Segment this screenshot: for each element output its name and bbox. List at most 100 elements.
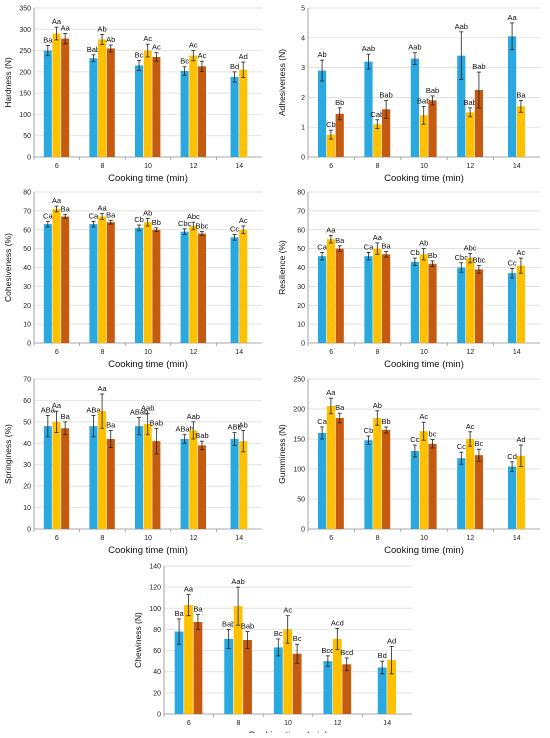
y-tick-label: 250	[293, 377, 305, 384]
data-label: Ab	[98, 24, 107, 33]
bar	[457, 267, 466, 343]
bar	[364, 440, 373, 529]
data-label: bc	[429, 430, 437, 439]
x-tick-label: 6	[329, 349, 333, 356]
x-tick-label: 10	[144, 535, 152, 542]
data-label: Bc	[475, 439, 484, 448]
x-tick-label: 12	[334, 720, 342, 727]
chart-5: 0102030405060706ABaAaBa8ABaAaBa10ABabAab…	[3, 377, 262, 556]
data-label: Ac	[517, 248, 526, 257]
bar	[152, 56, 161, 158]
bar	[474, 89, 484, 157]
chart-3: 010203040506070806CaAaBa8CaAaBa10CbAbBb1…	[3, 190, 262, 370]
bar	[152, 229, 161, 343]
data-label: Ba	[43, 35, 53, 44]
data-label: Bbc	[195, 222, 208, 231]
data-label: Bd	[230, 62, 239, 71]
data-label: Ba	[61, 412, 71, 421]
bar	[239, 229, 248, 343]
x-tick-label: 6	[329, 535, 333, 542]
data-label: Aa	[184, 585, 194, 594]
bar	[43, 426, 52, 529]
bar	[197, 66, 206, 157]
x-tick-label: 6	[187, 720, 191, 727]
bar	[106, 439, 115, 529]
bar	[239, 69, 248, 157]
bar	[283, 629, 293, 714]
data-label: Acd	[331, 618, 344, 627]
bar	[189, 430, 198, 529]
bar	[189, 225, 198, 343]
data-label: Aa	[61, 24, 71, 33]
x-tick-label: 10	[144, 163, 152, 170]
x-axis-title: Cooking time (min)	[384, 359, 464, 370]
bar	[317, 433, 327, 529]
bar	[342, 664, 352, 714]
y-tick-label: 100	[149, 606, 161, 613]
x-tick-label: 6	[329, 163, 333, 170]
bar	[474, 455, 484, 529]
data-label: Ab	[419, 239, 428, 248]
data-label: Aab	[455, 22, 468, 31]
bar	[373, 418, 382, 529]
bar	[180, 231, 189, 343]
data-label: Bab	[150, 418, 163, 427]
y-tick-label: 20	[297, 303, 305, 310]
bar	[326, 239, 336, 343]
data-label: Ca	[89, 211, 99, 220]
data-label: Bab	[463, 98, 476, 107]
y-axis-title: Adhesiveness (N)	[277, 49, 287, 116]
data-label: Ca	[364, 242, 374, 251]
x-tick-label: 12	[467, 535, 475, 542]
y-tick-label: 1	[301, 125, 305, 132]
x-tick-label: 8	[376, 349, 380, 356]
bar	[474, 269, 484, 343]
y-tick-label: 30	[23, 284, 31, 291]
y-tick-label: 70	[297, 208, 305, 215]
data-label: Bc	[274, 629, 283, 638]
y-tick-label: 0	[301, 341, 305, 348]
bar	[89, 58, 98, 158]
bar	[224, 638, 234, 714]
bar	[382, 254, 391, 343]
bar	[335, 418, 344, 529]
x-tick-label: 8	[100, 535, 104, 542]
data-label: Bb	[382, 417, 391, 426]
x-tick-label: 8	[100, 163, 104, 170]
data-label: Aab	[187, 412, 200, 421]
data-label: Ca	[43, 211, 53, 220]
data-label: Cb	[364, 426, 374, 435]
data-label: Ba	[335, 236, 345, 245]
y-tick-label: 60	[23, 398, 31, 405]
data-label: Ac	[283, 606, 292, 615]
y-tick-label: 0	[27, 341, 31, 348]
y-tick-label: 10	[297, 322, 305, 329]
y-tick-label: 50	[23, 419, 31, 426]
data-label: Ca	[317, 242, 327, 251]
y-tick-label: 0	[157, 712, 161, 719]
y-tick-label: 30	[297, 284, 305, 291]
y-tick-label: 50	[23, 246, 31, 253]
data-label: Ab	[317, 50, 326, 59]
x-tick-label: 10	[420, 535, 428, 542]
data-label: Ac	[466, 422, 475, 431]
data-label: Ac	[143, 34, 152, 43]
data-label: ABab	[175, 425, 193, 434]
data-label: Cab	[370, 110, 384, 119]
data-label: Bab	[417, 96, 430, 105]
bar	[135, 426, 144, 529]
data-label: Bab	[472, 62, 485, 71]
y-axis-title: Springiness (%)	[3, 424, 13, 484]
bar	[364, 256, 373, 343]
bar	[106, 48, 115, 157]
data-label: Ca	[317, 417, 327, 426]
y-tick-label: 5	[301, 6, 305, 13]
bar	[507, 273, 517, 343]
data-label: Ba	[193, 605, 203, 614]
bar	[317, 70, 327, 157]
x-tick-label: 10	[420, 163, 428, 170]
bar	[180, 439, 189, 529]
y-tick-label: 50	[297, 246, 305, 253]
